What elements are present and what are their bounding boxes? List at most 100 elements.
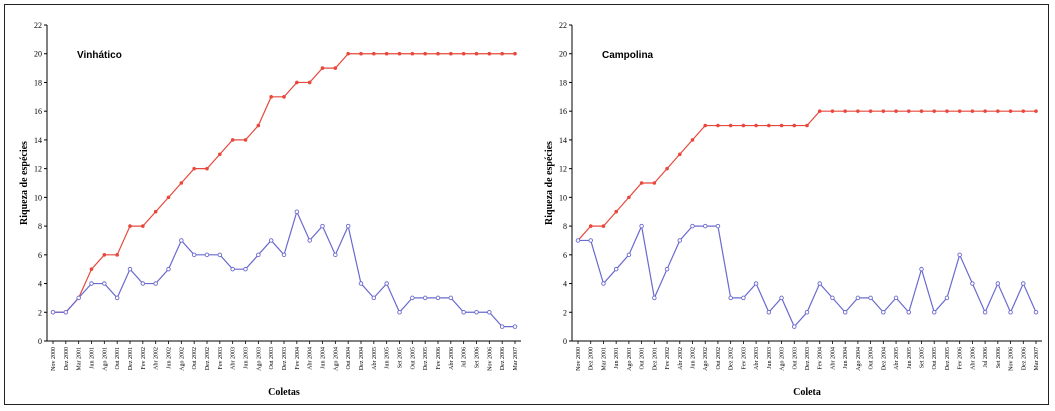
panel1-series-1-point: [205, 166, 209, 171]
panel1-series-1-point: [166, 195, 171, 200]
panel1-series-2-point: [191, 252, 197, 258]
panel1-series-2-point: [127, 266, 133, 272]
panel1-title: Vinhático: [77, 50, 122, 61]
panel2-x-tick-label: Jul 2006: [983, 347, 989, 368]
panel2-series-1-point: [639, 181, 644, 185]
panel2-x-tick-label: Out 2004: [869, 347, 875, 370]
panel1-y-tick-label: 0: [38, 337, 42, 346]
panel2-series-2-point: [690, 223, 695, 229]
panel1-series-1-point: [449, 51, 453, 56]
panel2-x-tick-label: Dez 2002: [729, 347, 735, 370]
panel1-series-1-point: [179, 181, 184, 185]
panel2-x-tick-label: Dez 2004: [881, 347, 887, 370]
panel1-y-tick-label: 14: [34, 136, 42, 145]
panel1-series-2-point: [166, 266, 171, 272]
panel2-series-2-point: [1033, 310, 1039, 315]
panel1-series-1-point: [436, 51, 440, 56]
figure-frame: 0 2 4 6 8 10 12 14 16 18 20 22 Nov 2000 Dez 2000 Mar 2…: [4, 4, 1049, 405]
panel1-series-2-point: [102, 281, 107, 286]
panel1-series-2-point: [422, 295, 428, 301]
panel1-x-tick-label: Fev 2004: [295, 347, 301, 370]
panel2-x-tick-label: Abr 2006: [970, 347, 976, 370]
panel2-y-tick-label: 4: [563, 280, 567, 289]
panel1-series-2-point: [243, 266, 248, 272]
panel2-series-2-point: [677, 238, 683, 243]
panel2-x-tick-label: Jun 2005: [907, 347, 913, 369]
panel2-x-tick-label: Fev 2006: [958, 347, 964, 370]
panel2-series-2-point: [830, 295, 835, 301]
panel2-x-tick-label: Fev 2002: [665, 347, 671, 370]
panel1-series-1-point: [487, 51, 492, 56]
panel2-series-1-point: [1008, 109, 1013, 113]
panel2-series-2-point: [588, 238, 593, 243]
panel2-series-1-point: [792, 123, 797, 128]
panel2-series-2-point: [664, 266, 670, 272]
panel2-series-1-point: [779, 123, 784, 128]
panel2-series-1-point: [627, 195, 631, 200]
panel2-series-2-point: [804, 310, 810, 315]
panel1-series-1-line: [53, 53, 515, 313]
panel2-x-tick-label: Fev 2003: [741, 347, 747, 370]
panel2-series-1-point: [588, 224, 593, 228]
panel1-series-2-point: [358, 281, 364, 286]
panel1-series-2-point: [281, 252, 287, 258]
panel1-series-2-point: [410, 295, 415, 301]
panel2-x-tick-label: Fev 2004: [818, 347, 824, 370]
panel1-series-2-point: [179, 238, 184, 243]
panel1-series-1-point: [282, 95, 286, 99]
panel2-y-tick-label: 16: [559, 107, 567, 116]
panel2-x-tick-label: Set 2005: [920, 347, 926, 368]
panel2-x-tick-label: Abr 2002: [678, 347, 684, 370]
panel2-x-tick-label: Dez 2001: [652, 347, 658, 370]
panel1-series-2-point: [333, 252, 338, 258]
panel1-series-2-point: [89, 281, 94, 286]
panel1-series-2-point: [499, 324, 505, 329]
panel2-series-1-point: [932, 109, 937, 113]
panel2-y-tick-label: 6: [563, 251, 567, 260]
panel1-y-tick-label: 22: [34, 21, 42, 30]
panel1-series-1-point: [192, 166, 196, 171]
panel1-x-tick-label: Dez 2005: [423, 347, 429, 370]
panel1-series-2-point: [140, 281, 146, 286]
panel2-series-1-point: [652, 181, 657, 185]
panel2-x-tick-label: Nov 2000: [576, 347, 582, 371]
panel2-series-2-point: [970, 281, 975, 286]
panel1-x-tick-label: Ago 2002: [179, 347, 185, 371]
panel2-series-2-point: [906, 310, 912, 315]
panel1-series-2-point: [384, 281, 389, 286]
panel1-series-1-point: [359, 51, 363, 56]
panel2-x-tick-label: Nov 2006: [1009, 347, 1015, 371]
panel2-series-1-point: [894, 109, 898, 113]
panel1-series-1-point: [269, 95, 273, 99]
panel2-series-1-point: [767, 123, 771, 128]
panel1-series-2-point: [294, 209, 300, 214]
panel2-series-2-point: [652, 295, 657, 301]
panel1-series-1-point: [474, 51, 479, 56]
panel2-series-1-point: [1034, 109, 1038, 113]
panel1-x-tick-label: Dez 2001: [128, 347, 134, 370]
panel2-series-2-point: [626, 252, 632, 258]
panel1-y-tick-label: 10: [34, 193, 42, 202]
panel2-series-1-point: [881, 109, 886, 113]
panel1-series-1-point: [461, 51, 466, 56]
panel1-series-1-point: [397, 51, 402, 56]
panel1-x-tick-label: Jun 2004: [321, 347, 327, 369]
panel1-series-2-point: [371, 295, 377, 301]
panel1-series-1-point: [333, 66, 338, 70]
panel2-series-1-point: [945, 109, 949, 113]
panel2-series-1-point: [868, 109, 873, 113]
panel1-series-1-point: [513, 51, 517, 56]
panel1-series-2-point: [256, 252, 261, 258]
panel2-series-2-point: [868, 295, 873, 301]
panel1-x-tick-label: Abr 2004: [308, 347, 314, 370]
panel1-x-tick-label: Nov 2006: [487, 347, 493, 371]
panel2-series-2-point: [792, 324, 797, 329]
panel2-series-1-point: [665, 166, 669, 171]
panel2-x-axis-label: Coleta: [793, 387, 821, 398]
panel2-series-2-point: [842, 310, 848, 315]
panel1-series-1-point: [384, 51, 389, 56]
panel2-x-tick-label: Ago 2002: [703, 347, 709, 371]
panel1-x-tick-label: Dez 2004: [359, 347, 365, 370]
panel1-series-2-point: [461, 310, 466, 315]
